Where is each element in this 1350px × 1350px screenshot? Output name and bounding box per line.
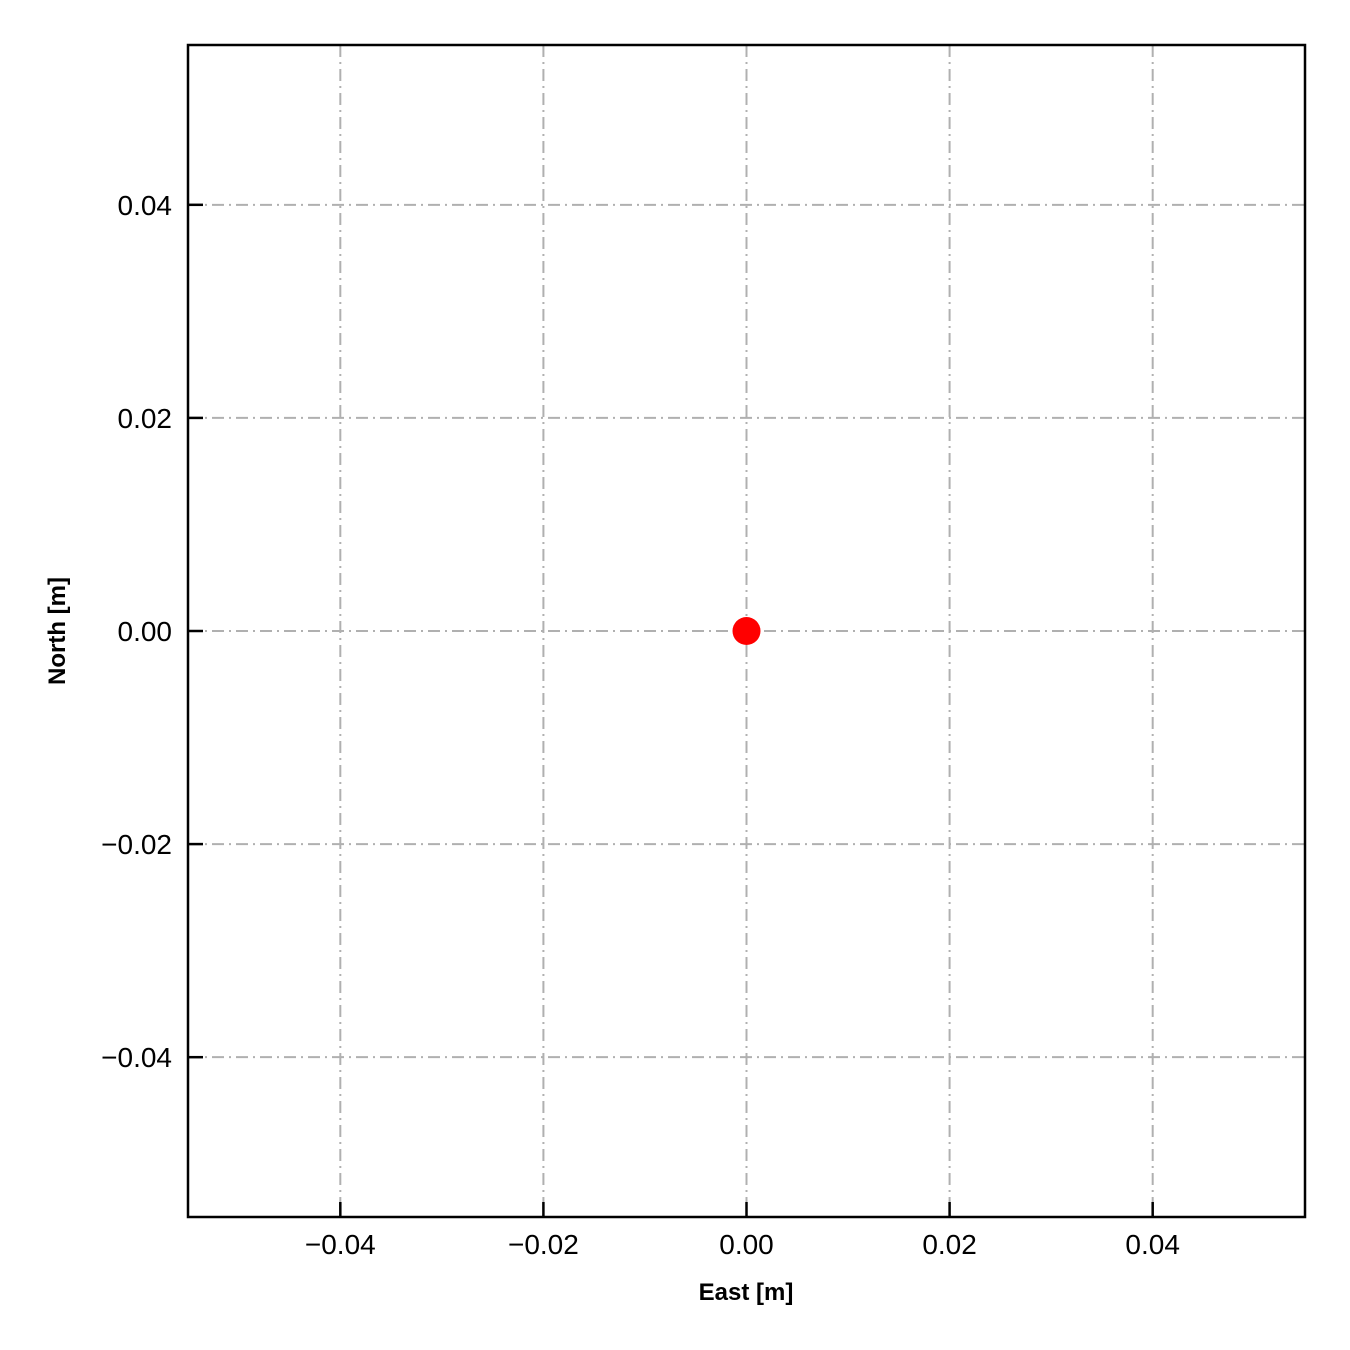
x-tick-label: 0.04 — [1125, 1229, 1180, 1260]
data-points — [732, 617, 761, 645]
x-tick-label: −0.04 — [305, 1229, 376, 1260]
y-tick-label: 0.00 — [118, 616, 173, 647]
y-axis-label: North [m] — [44, 577, 71, 685]
x-axis-label: East [m] — [699, 1279, 794, 1306]
y-tick-label: −0.02 — [101, 829, 172, 860]
data-point — [732, 617, 761, 645]
grid — [188, 45, 1305, 1217]
x-tick-label: −0.02 — [508, 1229, 579, 1260]
y-tick-label: −0.04 — [101, 1042, 172, 1073]
y-tick-label: 0.04 — [118, 190, 173, 221]
y-tick-label: 0.02 — [118, 403, 173, 434]
ticks: −0.04 −0.02 0.00 0.02 0.04 −0.04 −0.02 0.00 0.02… — [101, 190, 1180, 1260]
x-tick-label: 0.00 — [719, 1229, 774, 1260]
x-tick-label: 0.02 — [922, 1229, 977, 1260]
axes-frame — [186, 43, 1307, 1219]
